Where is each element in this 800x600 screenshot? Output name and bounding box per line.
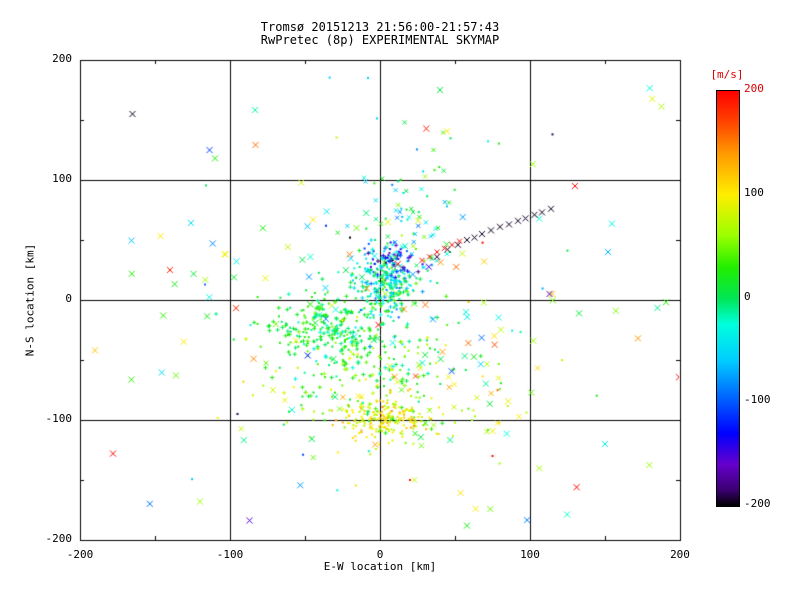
chart-subtitle: RwPretec (8p) EXPERIMENTAL SKYMAP [260,33,500,47]
x-tick-label: 0 [376,548,384,561]
x-tick-label: 100 [520,548,540,561]
y-tick-label: 0 [65,292,72,305]
colorbar-tick-label: -100 [744,393,771,407]
x-tick-label: 200 [670,548,690,561]
colorbar-unit-label: [m/s] [710,68,744,81]
colorbar-tick-label: 200 [744,82,764,95]
colorbar-tick-label: 0 [744,289,751,303]
y-tick-label: -200 [45,532,73,545]
y-tick-label: 100 [52,172,72,185]
y-tick-label: -100 [45,412,73,425]
x-tick-label: -200 [66,548,94,561]
colorbar-gradient [716,90,740,507]
y-tick-label: 200 [52,52,72,65]
chart-title: Tromsø 20151213 21:56:00-21:57:43 [260,20,500,34]
x-tick-label: -100 [216,548,244,561]
colorbar-tick-label: -200 [744,497,771,510]
colorbar-tick-label: 100 [744,185,764,199]
x-axis-label: E-W location [km] [323,560,437,573]
